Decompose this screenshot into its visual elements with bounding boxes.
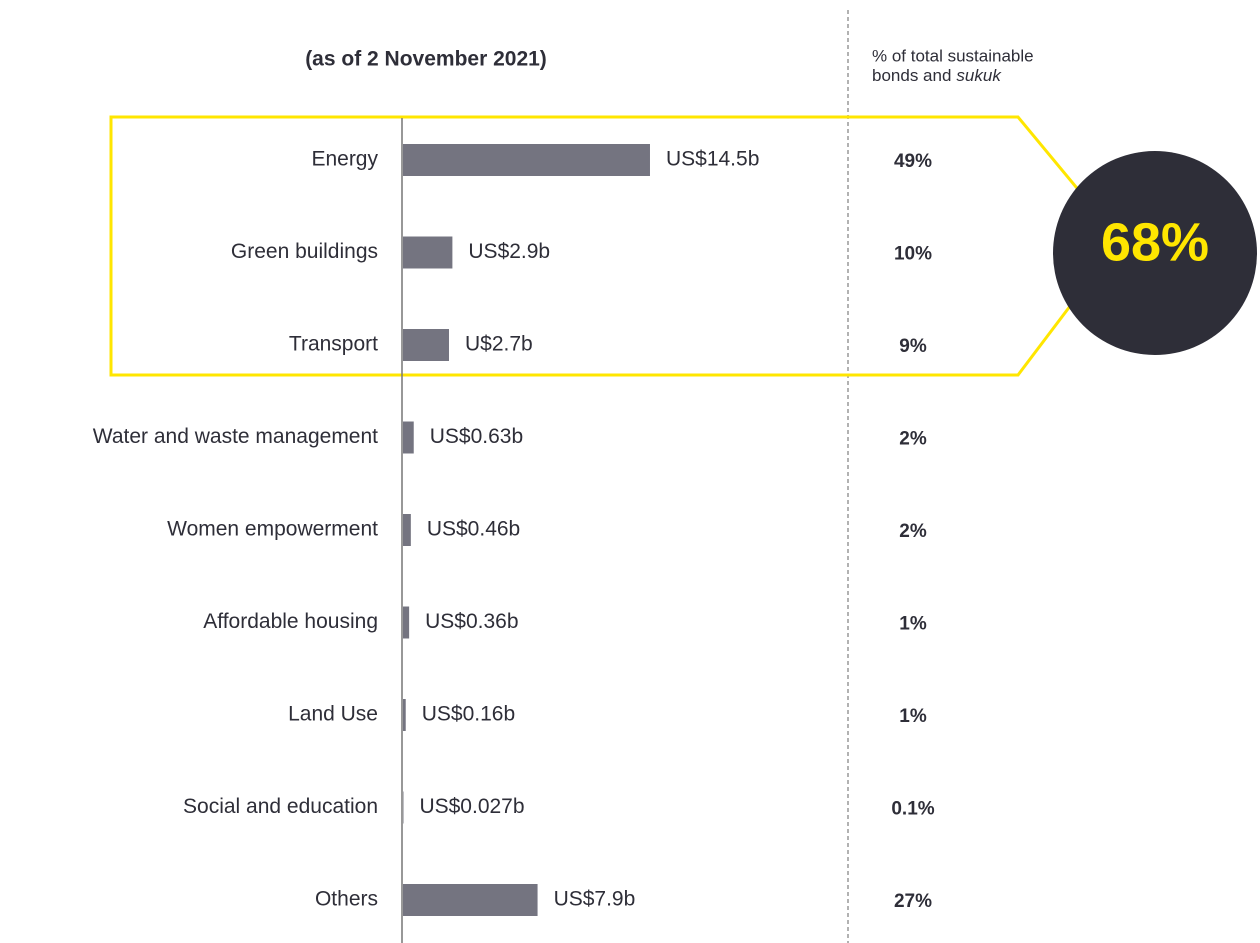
share-label: 2% (899, 429, 927, 450)
bar (403, 329, 449, 361)
bar (403, 236, 453, 269)
category-label: Social and education (183, 795, 378, 818)
bar (403, 884, 538, 916)
bar (403, 606, 410, 639)
category-label: Others (315, 888, 378, 911)
column-header-italic: sukuk (956, 66, 1002, 85)
column-header: % of total sustainable (872, 46, 1034, 65)
share-label: 2% (899, 521, 927, 542)
category-label: Land Use (288, 703, 378, 726)
value-label: US$0.63b (430, 425, 523, 448)
share-label: 1% (899, 706, 927, 727)
share-label: 0.1% (891, 799, 934, 820)
value-label: US$7.9b (554, 888, 636, 911)
highlight-label: 68% (1101, 212, 1209, 272)
share-label: 9% (899, 336, 927, 357)
value-label: US$0.027b (419, 795, 524, 818)
share-label: 27% (894, 891, 932, 912)
value-label: US$0.46b (427, 518, 520, 541)
category-label: Energy (311, 148, 378, 171)
value-label: US$14.5b (666, 148, 759, 171)
bar (403, 144, 650, 176)
value-label: U$2.7b (465, 333, 533, 356)
column-header: bonds and sukuk (872, 66, 1002, 85)
category-label: Water and waste management (93, 425, 378, 448)
category-label: Affordable housing (203, 610, 378, 633)
bar (403, 421, 414, 454)
value-label: US$2.9b (468, 240, 550, 263)
bar (403, 699, 406, 731)
chart-title: (as of 2 November 2021) (305, 48, 547, 71)
category-label: Green buildings (231, 240, 378, 263)
category-label: Transport (289, 333, 378, 356)
bar (403, 514, 411, 546)
highlight-circle (1053, 151, 1257, 355)
share-label: 49% (894, 151, 932, 172)
share-label: 10% (894, 244, 932, 265)
category-label: Women empowerment (167, 518, 378, 541)
value-label: US$0.16b (422, 703, 515, 726)
share-label: 1% (899, 614, 927, 635)
column-header: bonds and (872, 66, 951, 85)
value-label: US$0.36b (425, 610, 518, 633)
